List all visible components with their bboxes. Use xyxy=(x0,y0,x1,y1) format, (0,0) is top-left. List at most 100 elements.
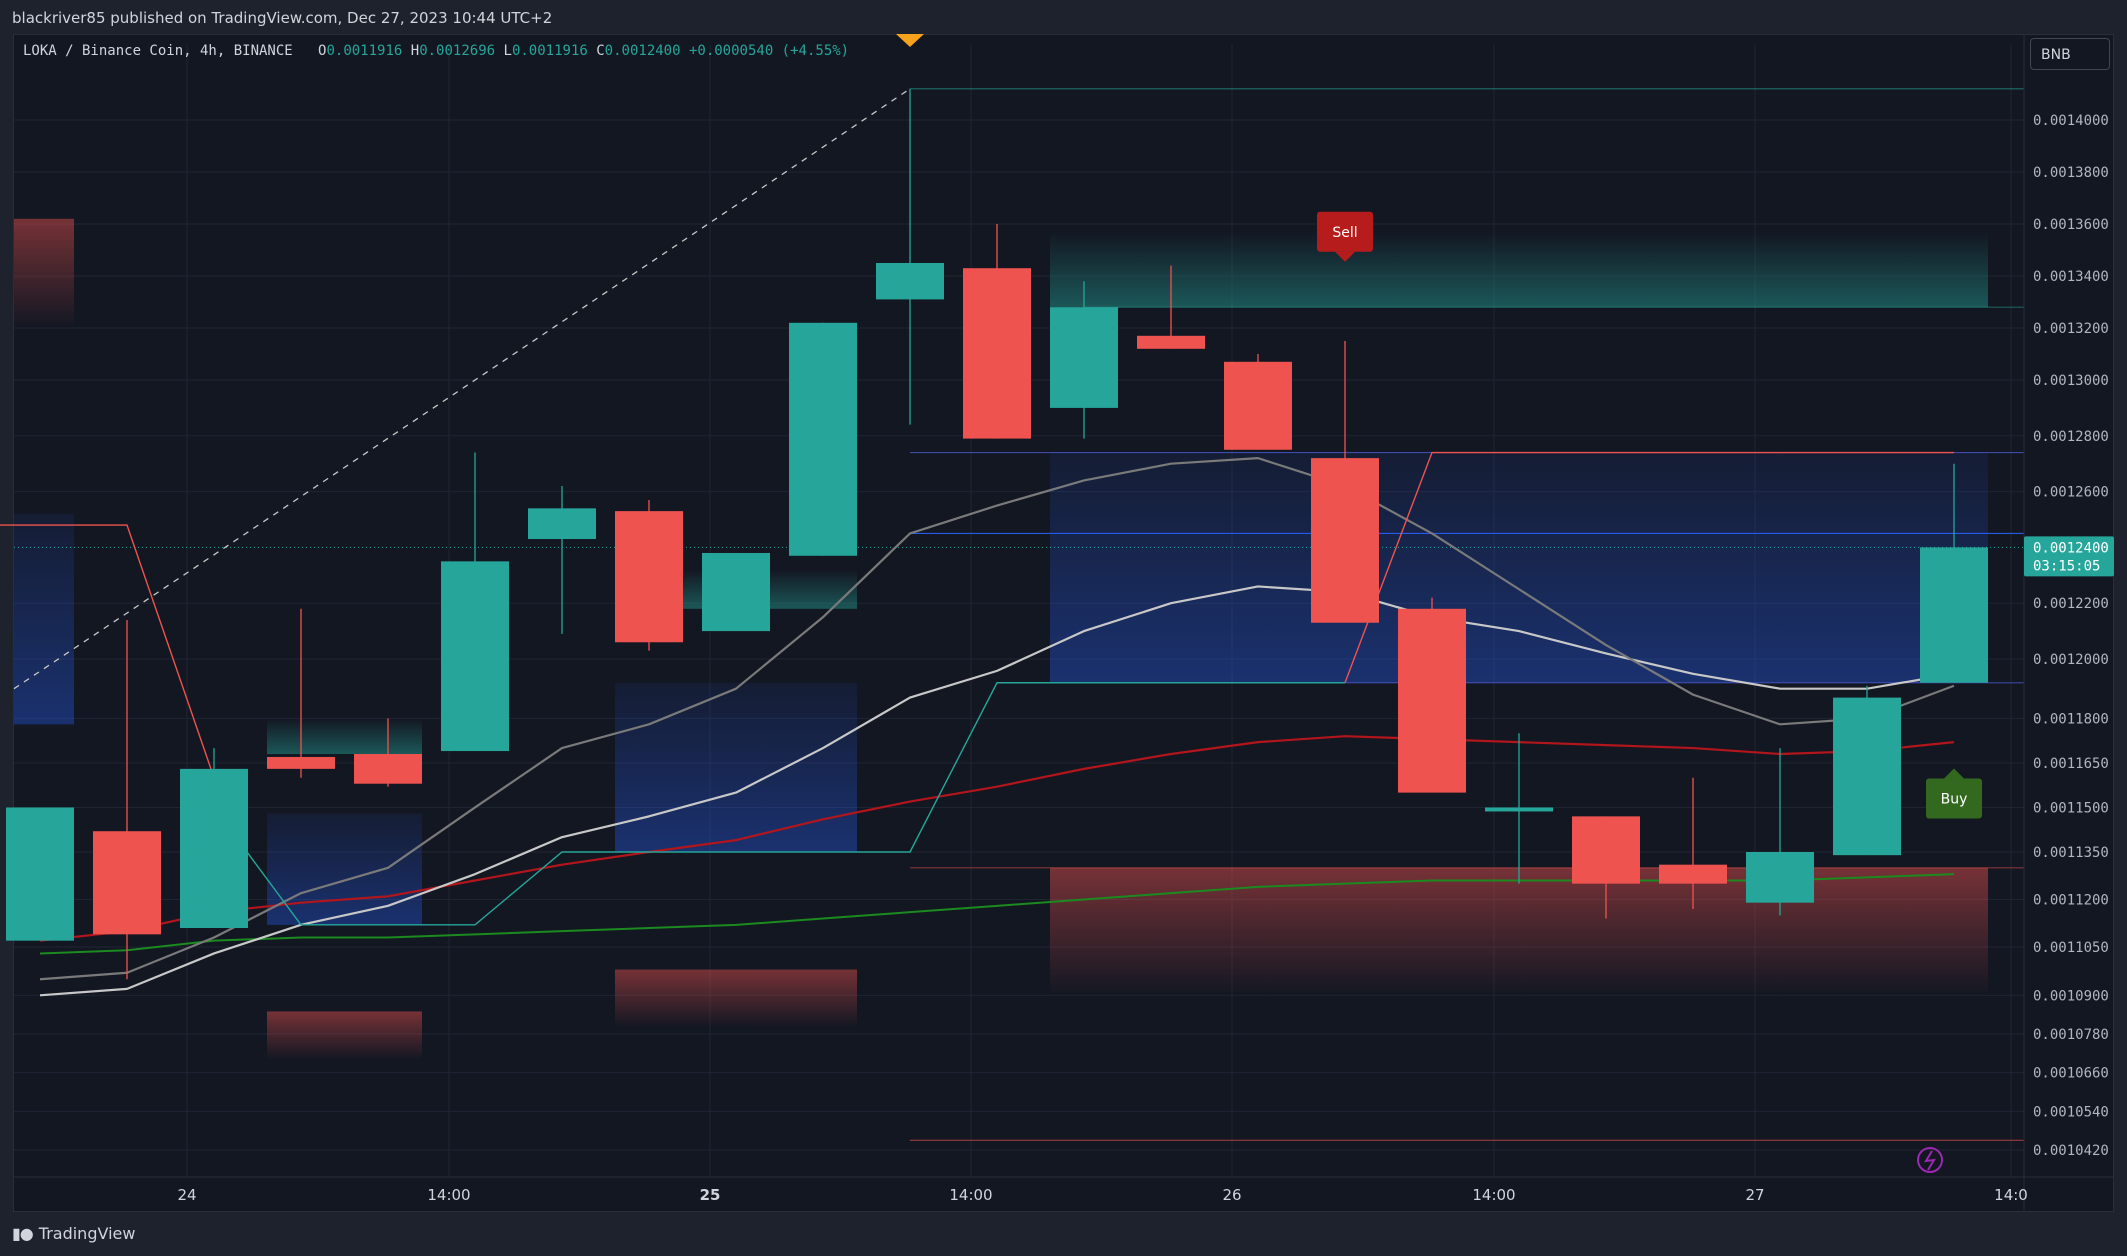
ma-white xyxy=(39,585,1955,997)
price-tag: 0.0012400 03:15:05 xyxy=(2024,536,2114,577)
candle-body-12 xyxy=(1050,307,1118,408)
x-tick-2: 25 xyxy=(700,1186,721,1204)
y-tick-4: 0.0013200 xyxy=(2033,321,2109,337)
candle-2 xyxy=(180,748,248,928)
y-tick-2: 0.0013600 xyxy=(2033,217,2109,233)
candle-21 xyxy=(1833,685,1901,856)
candle-19 xyxy=(1659,777,1727,909)
candle-body-15 xyxy=(1311,458,1379,623)
sell-signal-pointer xyxy=(1335,251,1355,262)
candles[interactable] xyxy=(6,88,1988,980)
y-tick-8: 0.0012200 xyxy=(2033,596,2109,612)
y-tick-1: 0.0013800 xyxy=(2033,165,2109,181)
x-tick-0: 24 xyxy=(177,1186,196,1204)
currency-button[interactable]: BNB xyxy=(2030,38,2110,70)
high-label: H xyxy=(410,43,420,59)
zone-red-far-left xyxy=(14,218,74,328)
symbol-label[interactable]: LOKA / Binance Coin, 4h, BINANCE xyxy=(23,43,293,59)
low-label: L xyxy=(503,43,512,59)
candle-13 xyxy=(1137,265,1205,349)
bottom-bar xyxy=(0,1212,2127,1256)
candle-body-0 xyxy=(6,807,74,941)
alert-bolt-glyph xyxy=(1924,1150,1936,1171)
candle-9 xyxy=(789,322,857,556)
buy-signal-label: Buy xyxy=(1941,792,1968,808)
indicator-lines xyxy=(0,88,2024,1141)
candle-body-17 xyxy=(1485,807,1553,812)
y-tick-0: 0.0014000 xyxy=(2033,113,2109,129)
x-tick-3: 14:00 xyxy=(949,1186,992,1204)
candle-body-9 xyxy=(789,322,857,556)
sell-signal-label: Sell xyxy=(1332,225,1357,241)
alert-bolt-icon xyxy=(1917,1147,1943,1173)
signals: Sell Buy xyxy=(896,34,1982,1173)
candle-body-6 xyxy=(528,508,596,540)
candle-7 xyxy=(615,499,683,651)
open-label: O xyxy=(318,43,327,59)
x-tick-1: 14:00 xyxy=(427,1186,470,1204)
candle-body-22 xyxy=(1920,547,1988,683)
candle-body-16 xyxy=(1398,608,1466,793)
x-tick-7: 14:0 xyxy=(1994,1186,2028,1204)
zone-red-left xyxy=(267,1011,422,1060)
candle-8 xyxy=(702,552,770,632)
y-tick-5: 0.0013000 xyxy=(2033,373,2109,389)
candle-body-4 xyxy=(354,754,422,784)
candle-11 xyxy=(963,224,1031,439)
candle-3 xyxy=(267,608,335,778)
price-tag-box xyxy=(2024,536,2114,577)
open-value: 0.0011916 xyxy=(326,43,403,59)
y-tick-11: 0.0011650 xyxy=(2033,756,2109,772)
x-tick-5: 14:00 xyxy=(1472,1186,1515,1204)
candle-20 xyxy=(1746,748,1814,916)
change-value: +0.0000540 (+4.55%) xyxy=(688,43,850,59)
candle-body-10 xyxy=(876,263,944,300)
candle-body-1 xyxy=(93,831,161,935)
candle-body-14 xyxy=(1224,361,1292,450)
zone-blue-left xyxy=(267,813,422,925)
range-zone-blue xyxy=(1050,452,1988,683)
candle-body-19 xyxy=(1659,864,1727,884)
zone-teal-left xyxy=(267,718,422,755)
candle-body-11 xyxy=(963,268,1031,439)
brand-label: TradingView xyxy=(38,1224,136,1243)
y-tick-3: 0.0013400 xyxy=(2033,269,2109,285)
candle-body-7 xyxy=(615,511,683,643)
x-tick-6: 27 xyxy=(1745,1186,1764,1204)
y-tick-13: 0.0011350 xyxy=(2033,845,2109,861)
axes: 0.0014000 0.0013800 0.0013600 0.0013400 0.00… xyxy=(13,34,2114,1211)
zone-blue-mid xyxy=(615,682,857,852)
candle-16 xyxy=(1398,597,1466,793)
buy-signal-box xyxy=(1926,778,1982,819)
stop-line-red-left xyxy=(0,524,215,778)
candle-body-18 xyxy=(1572,816,1640,884)
y-tick-10: 0.0011800 xyxy=(2033,711,2109,727)
candle-1 xyxy=(93,619,161,980)
y-tick-6: 0.0012800 xyxy=(2033,429,2109,445)
candle-15 xyxy=(1311,341,1379,623)
zone-red-mid xyxy=(615,969,857,1028)
tradingview-logo-icon: ▮● xyxy=(12,1224,34,1243)
top-bar: blackriver85 published on TradingView.co… xyxy=(0,0,2127,34)
y-tick-19: 0.0010540 xyxy=(2033,1104,2109,1120)
y-tick-17: 0.0010780 xyxy=(2033,1027,2109,1043)
close-label: C xyxy=(596,43,605,59)
y-tick-12: 0.0011500 xyxy=(2033,800,2109,816)
tradingview-logo[interactable]: ▮● TradingView xyxy=(12,1224,135,1243)
buy-signal-pointer xyxy=(1944,768,1964,779)
demand-zone-red xyxy=(1050,867,1988,996)
x-tick-4: 26 xyxy=(1222,1186,1241,1204)
close-value: 0.0012400 xyxy=(604,43,681,59)
candle-body-8 xyxy=(702,552,770,632)
y-tick-18: 0.0010660 xyxy=(2033,1066,2109,1082)
candle-body-13 xyxy=(1137,335,1205,349)
price-tag-value: 0.0012400 xyxy=(2033,540,2109,556)
candle-body-20 xyxy=(1746,852,1814,903)
candle-6 xyxy=(528,486,596,634)
supply-zone-teal xyxy=(1050,231,1988,308)
ma-gray xyxy=(39,457,1955,981)
candle-14 xyxy=(1224,354,1292,450)
candle-12 xyxy=(1050,281,1118,439)
ohlc-legend: LOKA / Binance Coin, 4h, BINANCE O0.0011… xyxy=(23,43,849,59)
